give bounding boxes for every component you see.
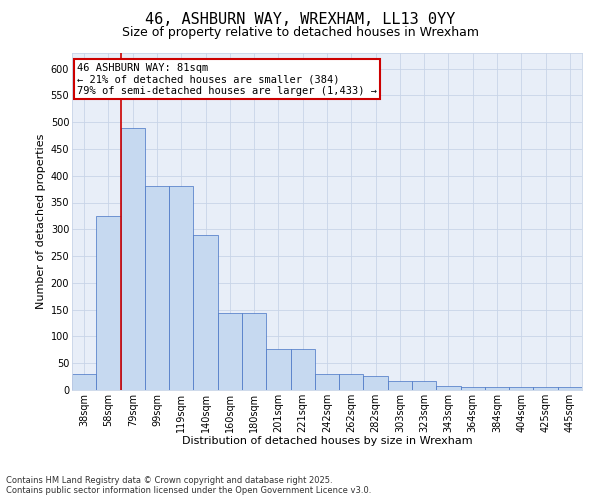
Bar [339, 374, 364, 390]
Bar [412, 382, 436, 390]
Bar [193, 234, 218, 390]
Bar [290, 350, 315, 390]
Bar [96, 216, 121, 390]
Text: 46, ASHBURN WAY, WREXHAM, LL13 0YY: 46, ASHBURN WAY, WREXHAM, LL13 0YY [145, 12, 455, 28]
Bar [218, 314, 242, 390]
Y-axis label: Number of detached properties: Number of detached properties [37, 134, 46, 309]
Text: Contains HM Land Registry data © Crown copyright and database right 2025.
Contai: Contains HM Land Registry data © Crown c… [6, 476, 371, 495]
Bar [72, 374, 96, 390]
X-axis label: Distribution of detached houses by size in Wrexham: Distribution of detached houses by size … [182, 436, 472, 446]
Bar [364, 376, 388, 390]
Text: 46 ASHBURN WAY: 81sqm
← 21% of detached houses are smaller (384)
79% of semi-det: 46 ASHBURN WAY: 81sqm ← 21% of detached … [77, 62, 377, 96]
Text: Size of property relative to detached houses in Wrexham: Size of property relative to detached ho… [121, 26, 479, 39]
Bar [169, 186, 193, 390]
Bar [315, 374, 339, 390]
Bar [242, 314, 266, 390]
Bar [436, 386, 461, 390]
Bar [533, 388, 558, 390]
Bar [509, 388, 533, 390]
Bar [145, 186, 169, 390]
Bar [485, 388, 509, 390]
Bar [461, 388, 485, 390]
Bar [121, 128, 145, 390]
Bar [558, 388, 582, 390]
Bar [388, 382, 412, 390]
Bar [266, 350, 290, 390]
